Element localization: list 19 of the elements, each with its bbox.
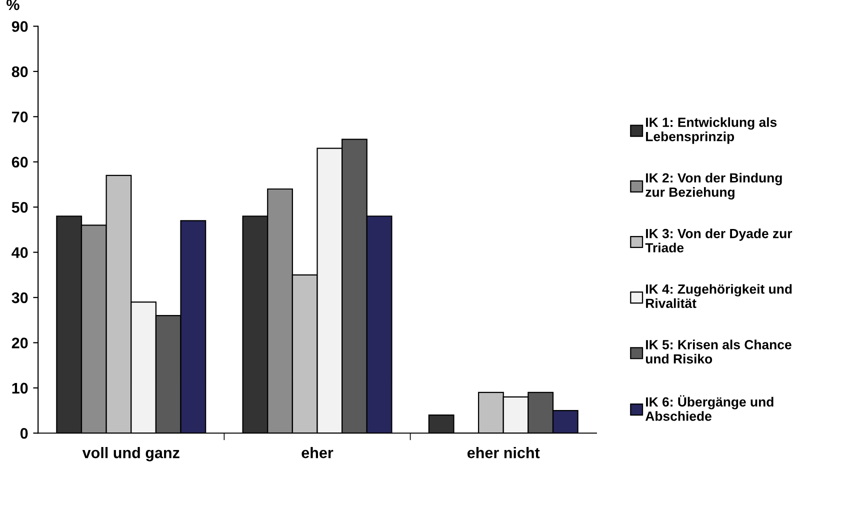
y-tick-label: 70 — [12, 112, 28, 122]
x-tick-label: eher — [302, 447, 334, 458]
legend-label: IK 5: Krisen als Chance und Risiko — [646, 340, 792, 364]
legend-label: IK 3: Von der Dyade zur Triade — [645, 228, 792, 252]
y-tick-label: 80 — [12, 66, 28, 78]
legend-label: IK 4: Zugehörigkeit und Rivalität — [646, 284, 792, 308]
legend-label: IK 2: Von der Bindung zur Beziehung — [646, 172, 782, 200]
legend-label: IK 6: Übergänge und Abschiede — [645, 395, 774, 421]
y-tick-label: 50 — [12, 202, 28, 213]
x-tick-label: eher nicht — [467, 447, 540, 458]
y-tick-label: 30 — [12, 292, 28, 304]
y-tick-label: 40 — [12, 247, 28, 258]
y-tick-label: 60 — [12, 156, 28, 168]
y-tick-label: 20 — [12, 338, 28, 348]
y-tick-label: 90 — [12, 21, 28, 32]
y-tick-label: 10 — [12, 382, 28, 394]
x-tick-label: voll und ganz — [82, 447, 180, 462]
y-tick-label: 0 — [20, 428, 28, 439]
legend-label: IK 1: Entwicklung als Lebensprinzip — [646, 117, 777, 144]
